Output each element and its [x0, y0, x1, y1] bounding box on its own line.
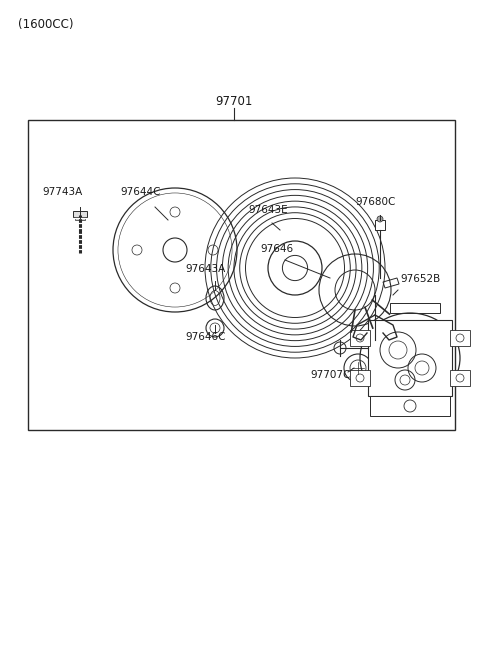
- Circle shape: [377, 216, 383, 222]
- Text: (1600CC): (1600CC): [18, 18, 73, 31]
- Bar: [370, 396, 450, 416]
- Text: 97646C: 97646C: [185, 332, 226, 342]
- Text: 97643E: 97643E: [248, 205, 288, 215]
- Text: 97646: 97646: [260, 244, 293, 254]
- Text: 97680C: 97680C: [355, 197, 396, 207]
- Text: 97707C: 97707C: [310, 370, 350, 380]
- Text: 97644C: 97644C: [120, 187, 160, 197]
- Bar: [368, 320, 452, 396]
- Text: 97643A: 97643A: [185, 264, 225, 274]
- Bar: [375, 220, 385, 230]
- Text: 97701: 97701: [216, 95, 252, 108]
- Bar: [350, 370, 370, 386]
- Bar: [450, 330, 470, 346]
- Bar: [28, 120, 455, 430]
- Text: 97652B: 97652B: [400, 274, 440, 284]
- Bar: [350, 330, 370, 346]
- Text: 97743A: 97743A: [42, 187, 82, 197]
- Bar: [75, 217, 85, 220]
- Bar: [73, 211, 87, 217]
- Bar: [450, 370, 470, 386]
